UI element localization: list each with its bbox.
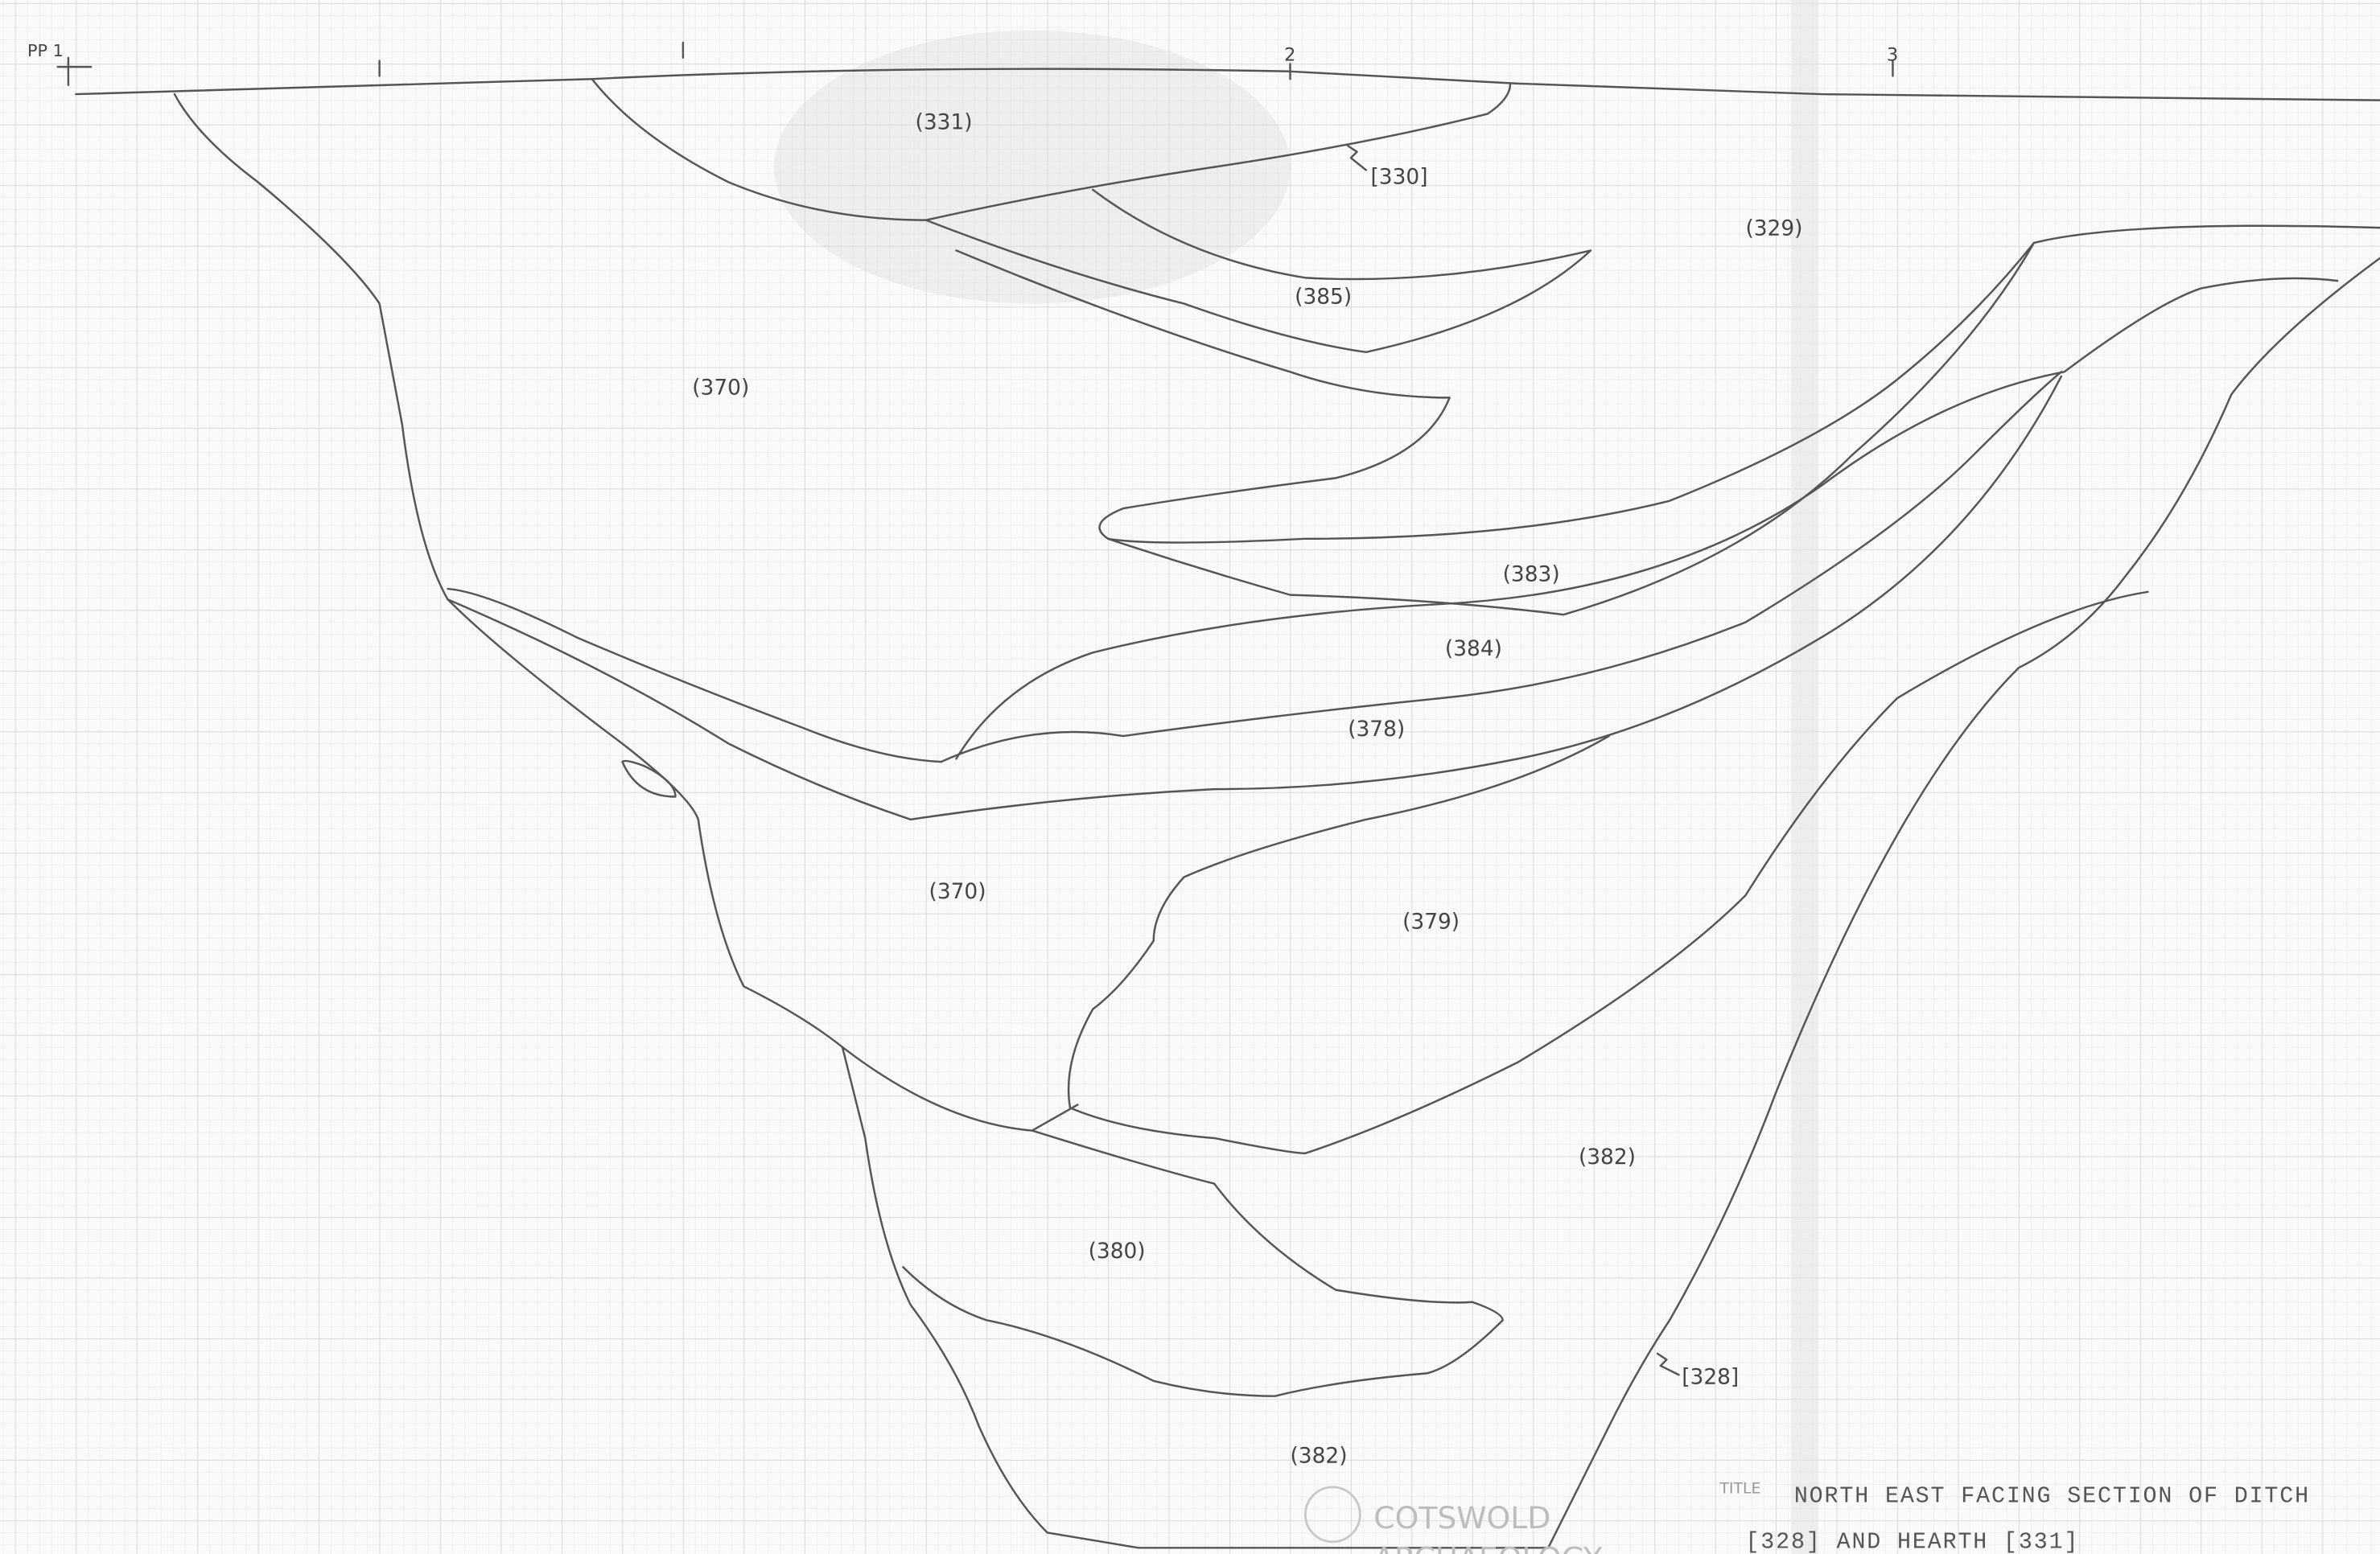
context-label: (382) bbox=[1291, 1444, 1348, 1469]
title-caption: TITLE bbox=[1719, 1479, 1760, 1497]
cut-pointer bbox=[1346, 144, 1680, 1376]
layer-385 bbox=[924, 188, 1592, 354]
context-label: (385) bbox=[1295, 284, 1352, 309]
context-label: (370) bbox=[929, 879, 986, 904]
hearth-cut bbox=[591, 77, 1512, 221]
layer-tongue bbox=[955, 224, 2380, 544]
scale-mark: 2 bbox=[1284, 45, 1295, 66]
layer-384 bbox=[955, 277, 2339, 760]
context-label: (382) bbox=[1579, 1145, 1636, 1170]
logo-text: ARCHAEOLOGY bbox=[1373, 1541, 1603, 1554]
context-label: (379) bbox=[1402, 910, 1460, 935]
context-label: (329) bbox=[1745, 216, 1802, 241]
lens bbox=[621, 759, 677, 798]
context-label: (370) bbox=[692, 376, 749, 401]
ground-surface bbox=[75, 68, 2380, 101]
layer-379 bbox=[1067, 590, 2149, 1155]
logo-text: COTSWOLD bbox=[1373, 1500, 1550, 1536]
scale-mark: 3 bbox=[1887, 45, 1898, 66]
layer-378-base bbox=[447, 375, 2063, 821]
context-label: (378) bbox=[1348, 717, 1405, 742]
context-label: (380) bbox=[1089, 1239, 1146, 1264]
drawing-title: [328] AND HEARTH [331] bbox=[1745, 1529, 2079, 1554]
layer-380 bbox=[841, 1046, 1504, 1397]
cut-label: [328] bbox=[1682, 1365, 1739, 1390]
context-label: (383) bbox=[1503, 562, 1560, 587]
cut-label: [330] bbox=[1370, 164, 1427, 189]
layer-383 bbox=[1106, 241, 2036, 616]
layer-378-top bbox=[447, 371, 2063, 763]
drawing-title: NORTH EAST FACING SECTION OF DITCH bbox=[1794, 1484, 2310, 1510]
datum-label: PP 1 bbox=[27, 41, 64, 60]
scan-band bbox=[1791, 0, 1819, 1554]
scan-shade bbox=[774, 30, 1291, 304]
datum-tick bbox=[56, 41, 1894, 86]
context-label: (331) bbox=[916, 109, 973, 134]
context-label: (384) bbox=[1445, 636, 1502, 661]
layer-split bbox=[1031, 1104, 1079, 1132]
section-lines bbox=[56, 41, 2380, 1549]
logo-mark bbox=[1303, 1486, 1361, 1544]
